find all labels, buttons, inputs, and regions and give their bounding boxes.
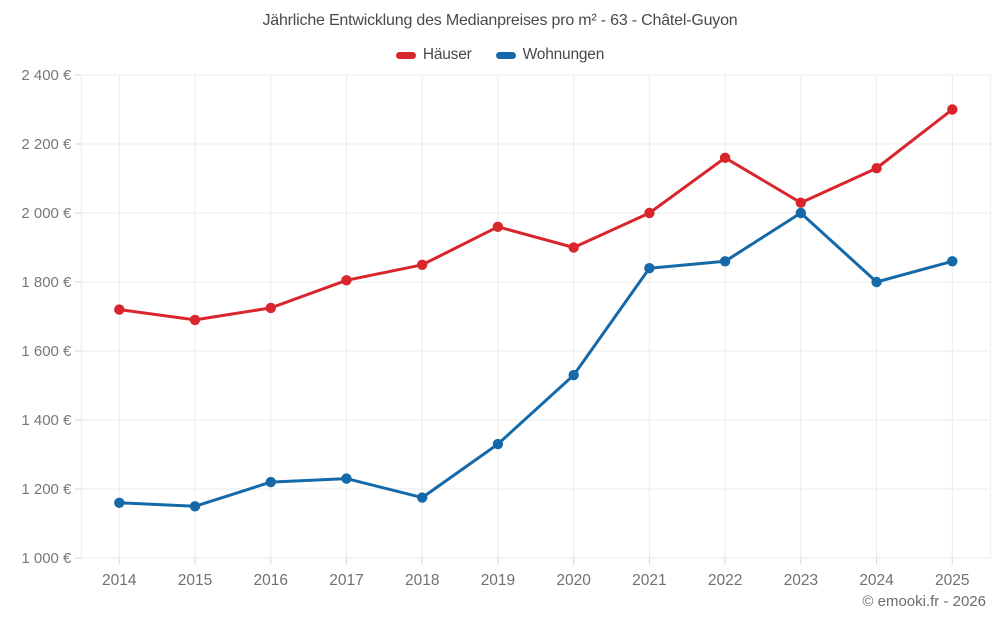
y-axis-label: 2 200 € bbox=[21, 136, 72, 153]
data-point bbox=[417, 259, 428, 270]
x-axis-label: 2015 bbox=[178, 572, 212, 589]
x-axis-label: 2018 bbox=[405, 572, 439, 589]
data-point bbox=[871, 276, 882, 288]
series-line-1 bbox=[117, 211, 954, 508]
x-axis-label: 2023 bbox=[784, 572, 818, 589]
data-point bbox=[644, 263, 655, 274]
data-point bbox=[114, 304, 125, 315]
data-point bbox=[265, 302, 276, 314]
data-point bbox=[265, 476, 276, 488]
data-point bbox=[947, 104, 958, 115]
data-point bbox=[947, 256, 958, 267]
data-point bbox=[644, 207, 655, 219]
legend-item-haeuser[interactable]: Häuser bbox=[395, 46, 472, 64]
legend-label-haeuser: Häuser bbox=[422, 46, 472, 63]
data-point bbox=[341, 473, 352, 484]
series-line-0 bbox=[117, 108, 954, 322]
data-point bbox=[189, 314, 201, 326]
legend-label-wohnungen: Wohnungen bbox=[522, 46, 605, 63]
haeuser-series-swatch-icon bbox=[395, 51, 416, 59]
x-axis-label: 2017 bbox=[329, 572, 363, 589]
data-point bbox=[795, 197, 806, 208]
data-point bbox=[341, 275, 352, 286]
legend-item-wohnungen[interactable]: Wohnungen bbox=[495, 46, 605, 64]
x-axis-label: 2014 bbox=[102, 572, 137, 589]
y-axis-label: 1 400 € bbox=[21, 412, 72, 429]
x-axis-label: 2022 bbox=[708, 572, 742, 589]
x-axis-label: 2024 bbox=[859, 572, 894, 589]
chart-legend: Häuser Wohnungen bbox=[0, 46, 1000, 64]
copyright-text: © emooki.fr - 2026 bbox=[862, 593, 986, 610]
y-axis-label: 2 400 € bbox=[21, 67, 72, 84]
y-axis-label: 2 000 € bbox=[21, 205, 72, 222]
x-axis-label: 2021 bbox=[632, 572, 666, 589]
data-point bbox=[719, 152, 731, 163]
data-point bbox=[492, 438, 504, 450]
x-axis-label: 2025 bbox=[935, 572, 969, 589]
y-axis-label: 1 200 € bbox=[21, 481, 72, 498]
data-point bbox=[492, 221, 504, 232]
y-axis-label: 1 800 € bbox=[21, 274, 72, 291]
chart-title: Jährliche Entwicklung des Medianpreises … bbox=[262, 12, 738, 29]
y-axis-label: 1 600 € bbox=[21, 343, 72, 360]
data-point bbox=[189, 501, 201, 512]
data-point bbox=[417, 492, 428, 503]
data-point bbox=[568, 242, 579, 253]
wohnungen-series-swatch-icon bbox=[495, 51, 516, 59]
data-point bbox=[114, 497, 125, 508]
x-axis-label: 2016 bbox=[254, 572, 288, 589]
data-point bbox=[871, 163, 882, 174]
data-point bbox=[795, 207, 806, 219]
x-axis-label: 2020 bbox=[556, 572, 591, 589]
data-point bbox=[719, 256, 731, 267]
x-axis-label: 2019 bbox=[481, 572, 515, 589]
y-axis-label: 1 000 € bbox=[21, 550, 72, 567]
data-point bbox=[568, 369, 579, 381]
